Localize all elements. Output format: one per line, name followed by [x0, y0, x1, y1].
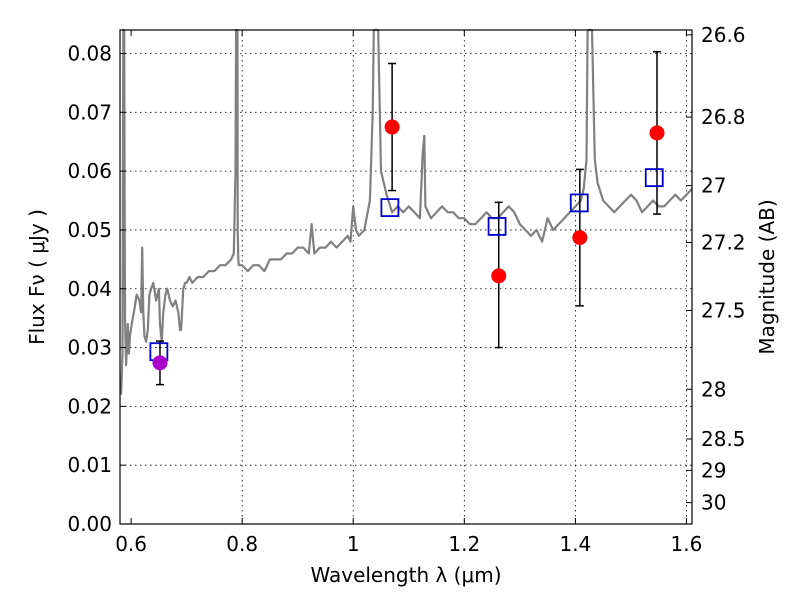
y2-tick-label: 28	[701, 377, 726, 401]
x-tick-label: 1.6	[671, 532, 703, 556]
y-axis-ticks: 0.00 0.01 0.02 0.03 0.04 0.05 0.06 0.07 0.08	[67, 42, 126, 536]
x-tick-label: 1.4	[559, 532, 591, 556]
spectrum-series	[120, 28, 693, 395]
spectrum-line	[120, 28, 693, 395]
observed-points	[152, 119, 665, 371]
y-tick-label: 0.05	[67, 218, 112, 242]
y2-tick-label: 27.2	[701, 231, 746, 255]
observed-point	[384, 119, 400, 135]
y2-tick-label: 27	[701, 174, 726, 198]
observed-point	[152, 355, 168, 371]
y2-axis-label: Magnitude (AB)	[755, 199, 779, 354]
y2-tick-label: 26.6	[701, 23, 746, 47]
y2-tick-label: 27.5	[701, 298, 746, 322]
y2-axis-ticks: 26.6 26.8 27 27.2 27.5 28 28.5 29 30	[686, 23, 746, 515]
x-tick-label: 1.2	[448, 532, 480, 556]
y-tick-label: 0.04	[67, 277, 112, 301]
y2-tick-label: 26.8	[701, 105, 746, 129]
y-tick-label: 0.06	[67, 159, 112, 183]
x-tick-label: 1	[347, 532, 360, 556]
y2-tick-label: 28.5	[701, 427, 746, 451]
y-tick-label: 0.03	[67, 336, 112, 360]
y-tick-label: 0.07	[67, 100, 112, 124]
model-point	[487, 217, 507, 236]
x-axis-ticks: 0.6 0.8 1 1.2 1.4 1.6	[115, 30, 702, 556]
model-point	[380, 198, 400, 218]
observed-point	[491, 268, 507, 284]
y-tick-label: 0.08	[67, 42, 112, 66]
y-tick-label: 0.00	[67, 512, 112, 536]
observed-errorbars	[155, 51, 662, 386]
y-axis-label: Flux Fν ( μJy )	[25, 209, 49, 345]
observed-point	[649, 125, 665, 141]
y-tick-label: 0.01	[67, 453, 112, 477]
plot-frame	[119, 29, 693, 525]
y2-tick-label: 30	[701, 491, 726, 515]
x-axis-label: Wavelength λ (μm)	[310, 563, 501, 587]
observed-point	[572, 230, 588, 246]
model-point	[644, 168, 664, 188]
grid-lines	[120, 30, 692, 524]
x-tick-label: 0.6	[115, 532, 147, 556]
y2-tick-label: 29	[701, 458, 726, 482]
model-point	[569, 193, 589, 213]
y-tick-label: 0.02	[67, 394, 112, 418]
x-tick-label: 0.8	[226, 532, 258, 556]
